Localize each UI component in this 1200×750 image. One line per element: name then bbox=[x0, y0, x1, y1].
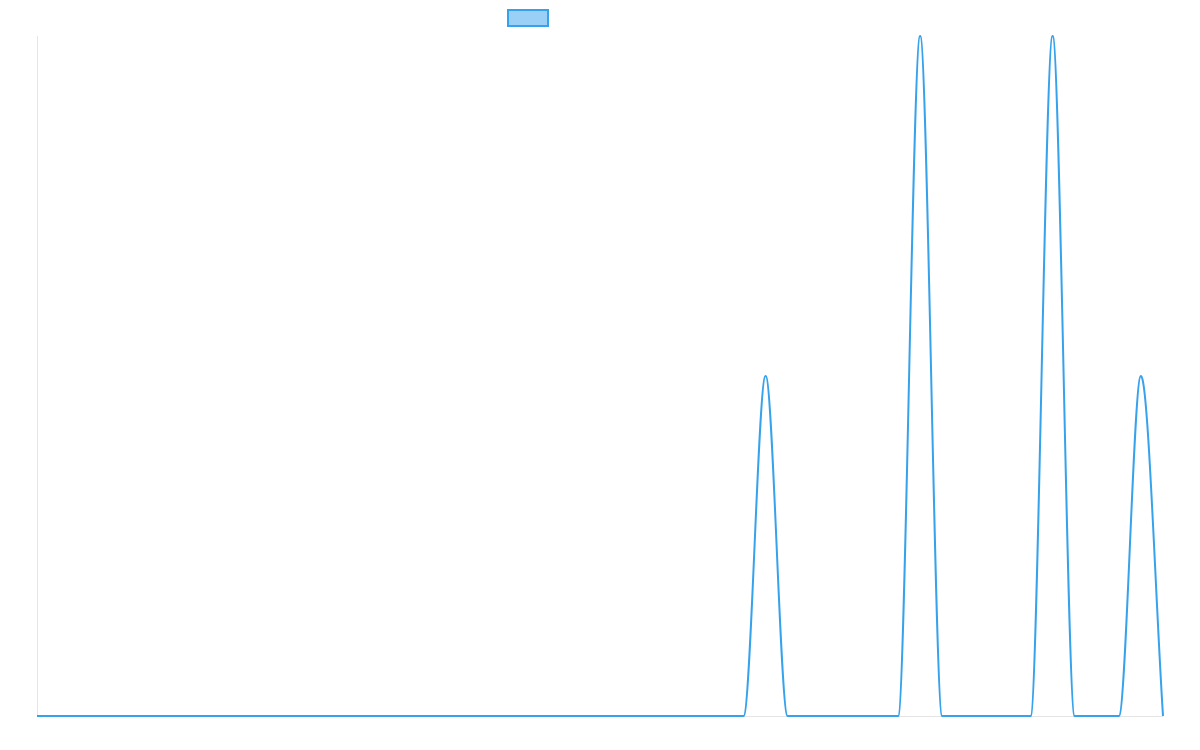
line bbox=[37, 34, 1164, 717]
legend-swatch bbox=[507, 9, 549, 27]
